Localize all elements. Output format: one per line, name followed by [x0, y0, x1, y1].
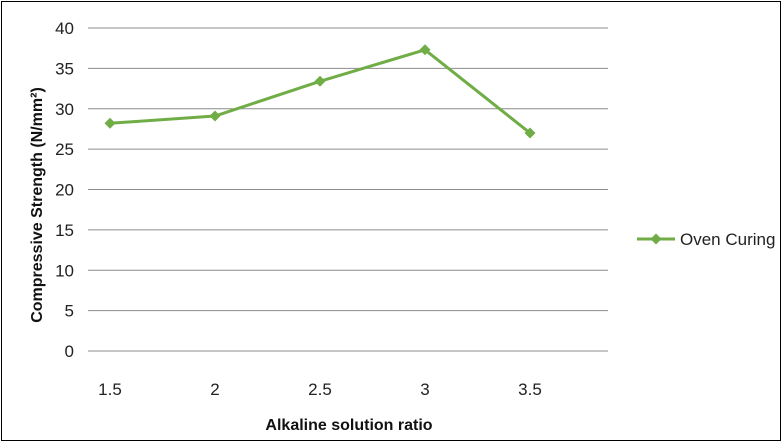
x-tick-labels: 1.5 2 2.5 3 3.5 — [98, 380, 542, 399]
legend-series-marker — [650, 233, 662, 245]
y-tick-label: 0 — [65, 342, 74, 361]
y-tick-label: 5 — [65, 302, 74, 321]
x-tick-label: 2.5 — [308, 380, 332, 399]
y-axis-title: Compressive Strength (N/mm²) — [29, 87, 46, 323]
y-tick-label: 25 — [55, 140, 74, 159]
y-tick-label: 35 — [55, 59, 74, 78]
legend-series-label: Oven Curing — [680, 230, 775, 249]
series-line — [109, 48, 531, 135]
y-tick-label: 15 — [55, 221, 74, 240]
data-point — [209, 110, 221, 122]
data-point — [104, 117, 116, 129]
y-tick-label: 40 — [55, 19, 74, 38]
gridlines — [88, 27, 608, 312]
data-point — [524, 127, 536, 139]
legend: Oven Curing — [637, 230, 775, 249]
x-tick-label: 3 — [420, 380, 429, 399]
data-point — [314, 75, 326, 87]
x-axis-title: Alkaline solution ratio — [265, 417, 432, 434]
series-layer — [104, 44, 536, 139]
x-tick-label: 2 — [210, 380, 219, 399]
x-tick-label: 1.5 — [98, 380, 122, 399]
y-tick-label: 10 — [55, 261, 74, 280]
y-tick-label: 20 — [55, 181, 74, 200]
data-point — [419, 44, 431, 56]
y-tick-labels: 0 5 10 15 20 25 30 35 40 — [55, 19, 74, 361]
x-tick-label: 3.5 — [518, 380, 542, 399]
y-tick-label: 30 — [55, 100, 74, 119]
